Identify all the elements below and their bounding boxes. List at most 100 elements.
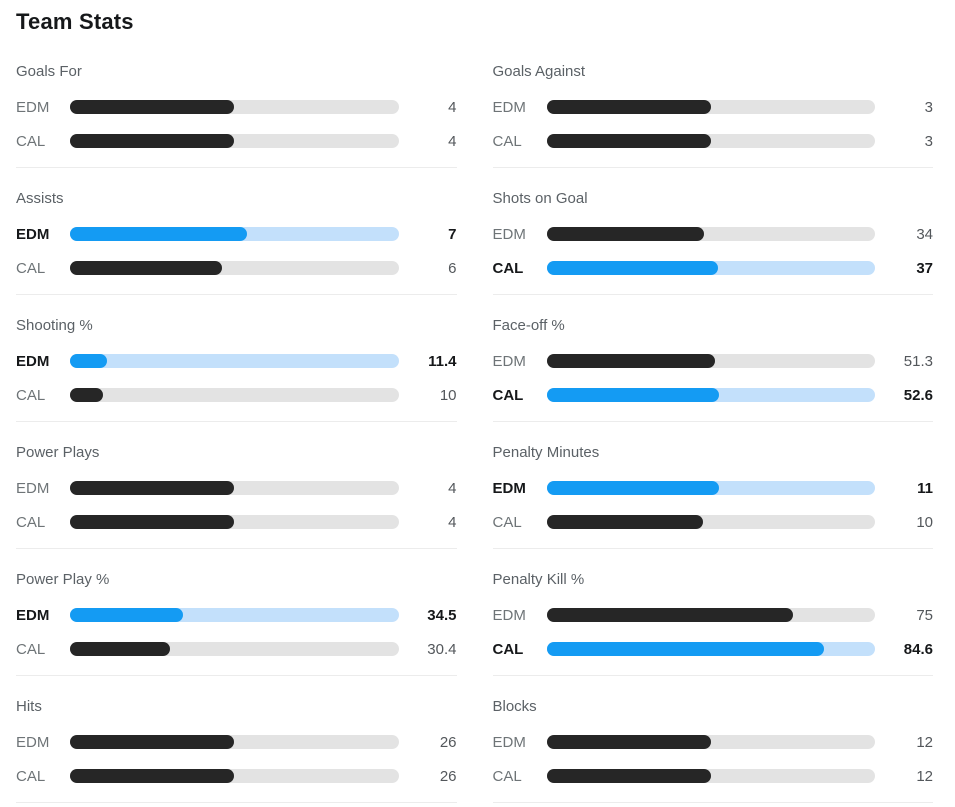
stat-section-blocks: Blocks EDM 12 CAL 12 [492,676,933,803]
stat-bar-track [546,735,875,749]
stat-row: CAL 4 [16,512,457,532]
stat-value: 84.6 [903,640,933,658]
stat-row: EDM 51.3 [493,351,934,371]
stat-section-title: Assists [16,190,64,207]
stat-value: 52.6 [903,386,933,404]
stat-bar-track [70,642,399,656]
team-label: CAL [492,386,524,404]
stat-bar-track [70,354,399,368]
stat-bar-fill [546,354,716,368]
stat-section-power-plays: Power Plays EDM 4 CAL 4 [16,422,457,549]
stat-value: 30.4 [427,640,457,658]
stat-section-title: Blocks [492,698,537,715]
team-label: EDM [16,352,50,370]
stat-bar-fill [546,100,711,114]
stat-bar-track [546,608,875,622]
stat-bar-fill [546,388,720,402]
stat-bar-fill [546,515,703,529]
stat-value: 75 [916,606,933,624]
stat-section-title: Penalty Minutes [492,444,600,461]
stat-section-faceoff-pct: Face-off % EDM 51.3 CAL 52.6 [492,295,934,422]
team-label: EDM [16,733,50,751]
stat-section-shooting-pct: Shooting % EDM 11.4 CAL 10 [16,295,457,422]
stat-section-title: Shooting % [16,317,93,334]
stat-section-title: Goals Against [492,63,586,80]
stat-bar-track [70,227,399,241]
stat-section-goals-for: Goals For EDM 4 CAL 4 [16,41,457,168]
team-label: CAL [16,513,46,531]
stat-section-title: Goals For [16,63,82,80]
stat-bar-track [70,100,399,114]
stat-row: EDM 34.5 [16,605,457,625]
stat-row: EDM 7 [16,224,457,244]
team-label: CAL [16,259,46,277]
stat-value: 37 [916,259,933,277]
stat-value: 26 [439,733,457,751]
team-label: CAL [16,767,46,785]
stat-bar-fill [70,481,235,495]
team-label: CAL [492,513,522,531]
stat-bar-track [70,515,399,529]
team-label: CAL [492,259,524,277]
stat-value: 4 [448,98,457,116]
stat-value: 11.4 [428,352,457,370]
stat-bar-fill [70,608,184,622]
stat-section-penalty-minutes: Penalty Minutes EDM 11 CAL 10 [492,422,934,549]
stat-row: EDM 11.4 [16,351,457,371]
stat-bar-track [546,481,875,495]
stat-bar-fill [70,515,235,529]
stat-value: 12 [916,767,933,785]
stat-bar-track [546,769,875,783]
stat-value: 10 [439,386,457,404]
stat-bar-track [546,354,875,368]
stat-row: CAL 26 [16,766,457,786]
stat-bar-fill [70,354,108,368]
team-label: EDM [16,98,50,116]
stat-bar-track [70,481,399,495]
stat-row: CAL 30.4 [16,639,457,659]
stat-section-hits: Hits EDM 26 CAL 26 [16,676,457,803]
stat-row: CAL 10 [16,385,457,405]
stat-row: EDM 34 [493,224,934,244]
stat-row: EDM 4 [16,478,457,498]
stat-row: CAL 6 [16,258,457,278]
stat-value: 4 [448,513,457,531]
stat-row: EDM 11 [493,478,934,498]
team-label: EDM [16,479,50,497]
stat-bar-track [546,261,875,275]
stat-value: 3 [924,98,933,116]
stat-bar-fill [546,261,718,275]
team-label: CAL [16,132,46,150]
stat-bar-track [70,735,399,749]
stat-bar-fill [546,481,719,495]
stat-bar-fill [70,134,235,148]
stat-section-title: Face-off % [492,317,565,334]
stat-bar-fill [70,769,235,783]
stat-section-title: Power Plays [16,444,100,461]
stat-bar-track [546,515,875,529]
stat-value: 10 [916,513,933,531]
stat-row: CAL 4 [16,131,457,151]
stat-bar-track [546,388,875,402]
stat-value: 51.3 [903,352,933,370]
stat-section-assists: Assists EDM 7 CAL 6 [16,168,457,295]
stat-value: 6 [448,259,457,277]
stat-value: 26 [439,767,457,785]
stat-bar-fill [546,134,711,148]
stat-section-goals-against: Goals Against EDM 3 CAL 3 [492,41,934,168]
stats-grid: Goals For EDM 4 CAL 4 Goals Against EDM … [16,41,933,803]
stat-row: CAL 3 [493,131,934,151]
stat-row: EDM 3 [493,97,934,117]
stat-value: 4 [448,479,457,497]
stat-bar-track [546,227,875,241]
stat-value: 34.5 [427,606,457,624]
stat-section-title: Hits [16,698,42,715]
stat-value: 11 [917,479,933,497]
team-label: EDM [492,98,526,116]
stat-row: EDM 4 [16,97,457,117]
stat-bar-track [70,134,399,148]
team-label: CAL [492,767,522,785]
page-title: Team Stats [16,9,134,34]
stat-value: 34 [916,225,933,243]
stat-bar-fill [70,261,222,275]
